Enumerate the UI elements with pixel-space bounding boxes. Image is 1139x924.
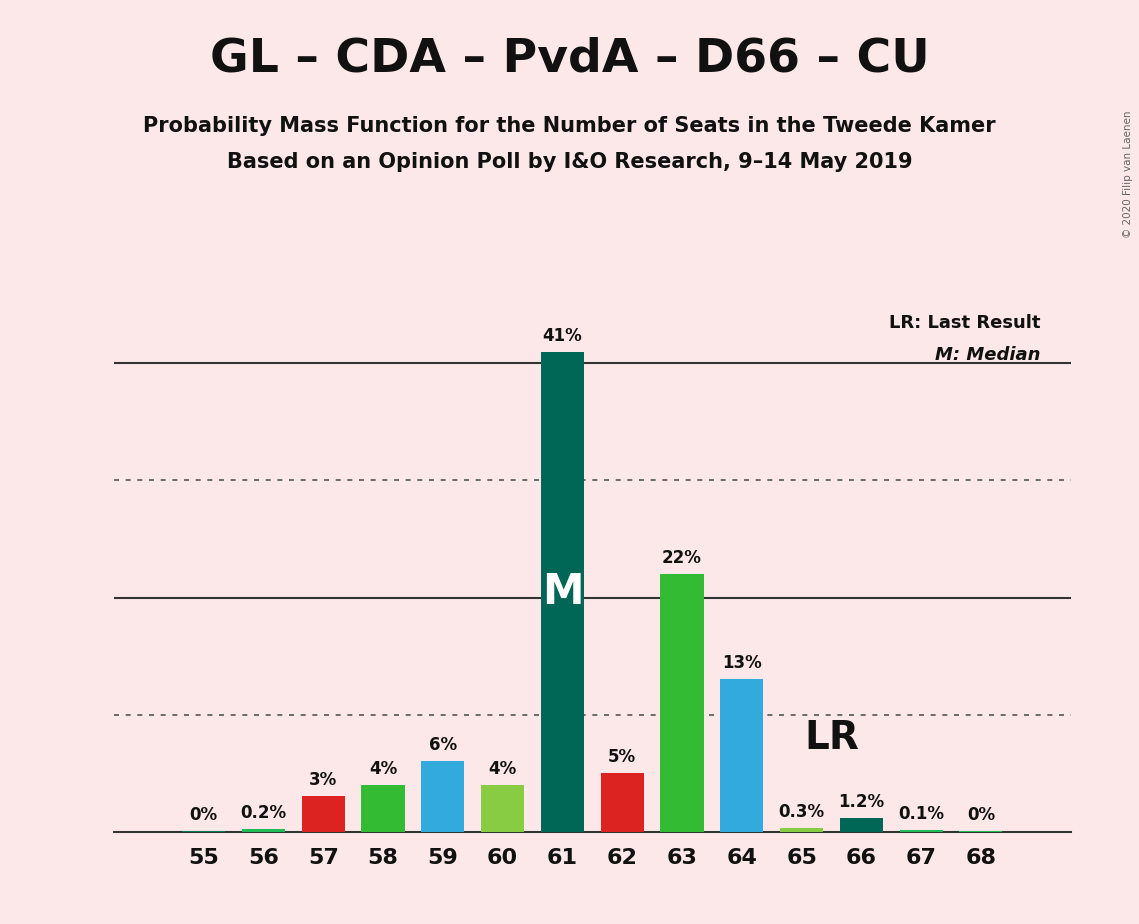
Bar [780,828,823,832]
Bar [661,574,704,832]
Bar [302,796,345,832]
Text: GL – CDA – PvdA – D66 – CU: GL – CDA – PvdA – D66 – CU [210,37,929,82]
Text: Based on an Opinion Poll by I&O Research, 9–14 May 2019: Based on an Opinion Poll by I&O Research… [227,152,912,173]
Bar [241,829,285,832]
Bar [600,773,644,832]
Text: 4%: 4% [369,760,398,778]
Text: 6%: 6% [428,736,457,754]
Text: © 2020 Filip van Laenen: © 2020 Filip van Laenen [1123,111,1133,238]
Bar [481,784,524,832]
Text: 13%: 13% [722,654,762,673]
Text: M: Median: M: Median [935,346,1041,364]
Text: Probability Mass Function for the Number of Seats in the Tweede Kamer: Probability Mass Function for the Number… [144,116,995,136]
Text: 5%: 5% [608,748,637,766]
Text: 0%: 0% [967,806,995,824]
Text: 41%: 41% [542,327,582,345]
Text: 0.3%: 0.3% [779,803,825,821]
Text: 0.2%: 0.2% [240,804,286,822]
Text: LR: LR [804,719,859,757]
Bar [541,352,584,832]
Text: 1.2%: 1.2% [838,793,884,810]
Bar [421,761,465,832]
Text: 4%: 4% [489,760,517,778]
Text: 3%: 3% [309,772,337,789]
Text: M: M [542,571,583,613]
Bar [720,679,763,832]
Bar [900,831,943,832]
Bar [361,784,404,832]
Text: 22%: 22% [662,549,702,567]
Text: 0.1%: 0.1% [899,806,944,823]
Text: LR: Last Result: LR: Last Result [890,314,1041,333]
Text: 0%: 0% [189,806,218,824]
Bar [839,818,883,832]
